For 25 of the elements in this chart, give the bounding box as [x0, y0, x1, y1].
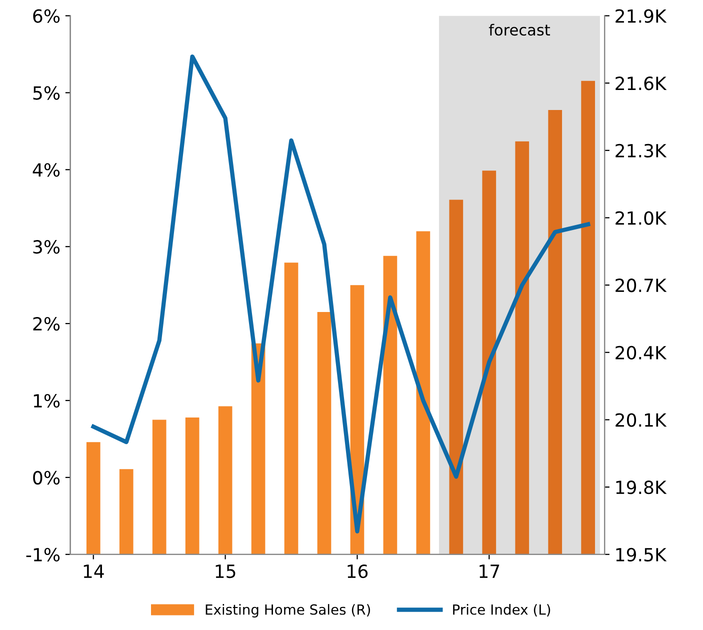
y-tick-label: -1%: [26, 548, 60, 562]
y2-tick-label: 19.8K: [616, 480, 667, 494]
y-tick-label: 5%: [33, 86, 60, 100]
y2-tick-label: 19.5K: [616, 548, 667, 562]
y-tick-label: 0%: [33, 470, 60, 485]
y-tick-label: 2%: [33, 317, 60, 331]
y-tick-label: 1%: [34, 394, 60, 408]
y-tick-label: 3%: [33, 240, 60, 254]
y2-tick-label: 21.9K: [616, 9, 667, 23]
x-tick-label: 14: [84, 564, 104, 578]
y2-tick-label: 21.6K: [616, 76, 667, 90]
x-tick-label: 16: [348, 564, 368, 578]
y2-tick-label: 20.7K: [616, 278, 667, 292]
band-label: forecast: [488, 24, 550, 36]
y2-tick-label: 20.4K: [616, 346, 667, 360]
x-tick-label: 17: [480, 564, 500, 578]
y2-tick-label: 21.0K: [616, 211, 667, 225]
y2-tick-label: 20.1K: [616, 413, 667, 427]
legend-label: Price Index (L): [453, 604, 550, 616]
y-tick-label: 6%: [33, 9, 60, 23]
y-tick-label: 4%: [32, 163, 60, 177]
y2-tick-label: 21.3K: [616, 144, 667, 158]
line-series: [91, 54, 590, 534]
x-tick-label: 15: [216, 564, 236, 578]
legend-label: Existing Home Sales (R): [206, 604, 370, 618]
